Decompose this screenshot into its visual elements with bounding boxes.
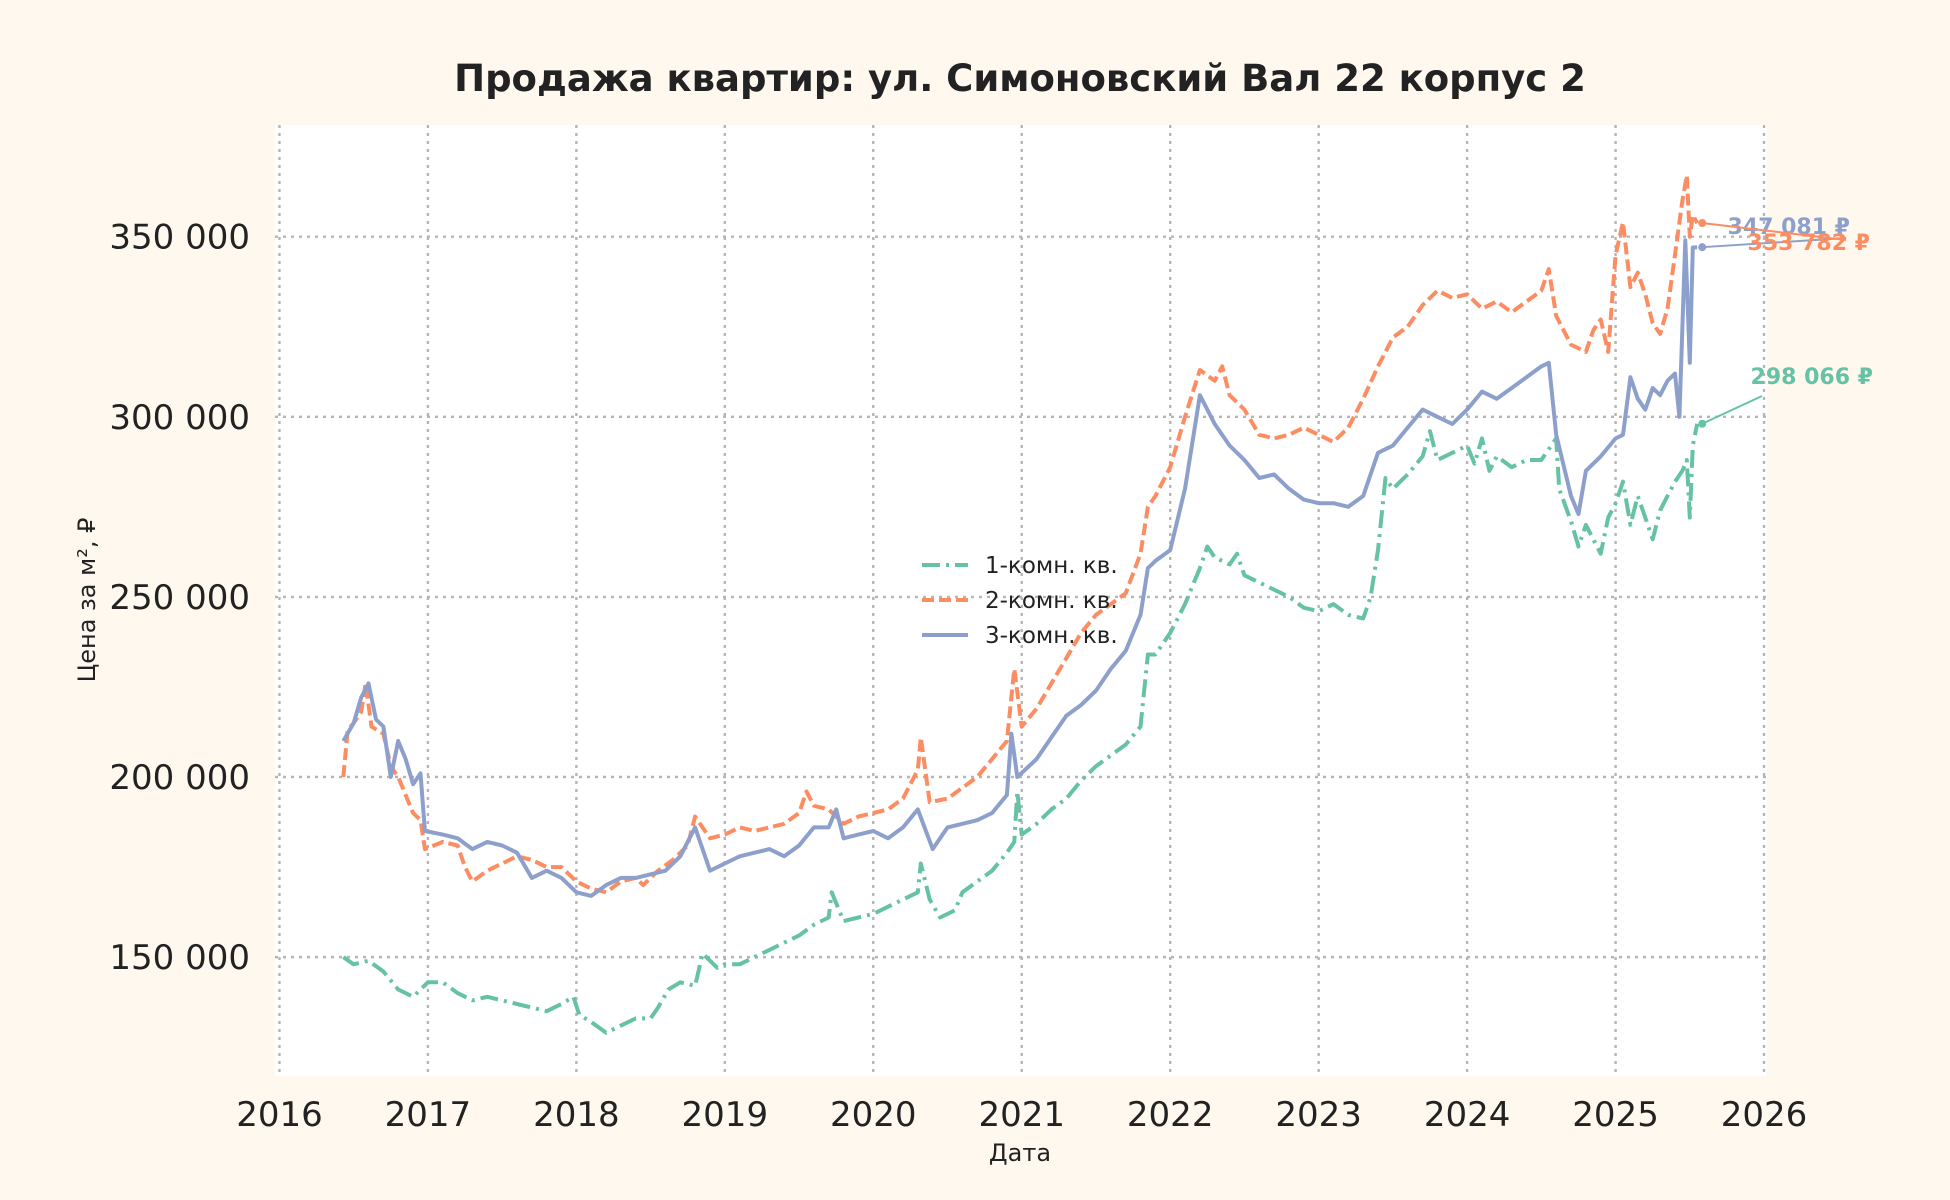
annotation-label: 298 066 ₽ <box>1751 365 1873 390</box>
x-tick-label: 2016 <box>236 1095 323 1135</box>
legend: 1-комн. кв. 2-комн. кв. 3-комн. кв. <box>922 553 1118 649</box>
x-tick-label: 2024 <box>1424 1095 1511 1135</box>
y-tick-label: 200 000 <box>109 758 250 798</box>
x-tick-label: 2018 <box>533 1095 620 1135</box>
y-tick-label: 150 000 <box>109 938 250 978</box>
x-axis-label: Дата <box>989 1139 1051 1167</box>
annotation-arrow <box>1702 237 1847 249</box>
legend-label: 3-комн. кв. <box>985 623 1118 649</box>
x-tick-label: 2017 <box>385 1095 472 1135</box>
annotation-point <box>1698 219 1707 228</box>
annotation-point <box>1698 243 1707 252</box>
x-tick-label: 2026 <box>1721 1095 1808 1135</box>
legend-label: 1-комн. кв. <box>985 553 1118 579</box>
end-value-annotations: 347 081 ₽353 782 ₽298 066 ₽ <box>1698 215 1873 428</box>
x-tick-label: 2022 <box>1127 1095 1214 1135</box>
y-tick-label: 300 000 <box>109 398 250 438</box>
x-tick-label: 2021 <box>978 1095 1065 1135</box>
annotation-point <box>1698 419 1707 428</box>
series-line-2 <box>341 173 1699 895</box>
x-tick-label: 2023 <box>1275 1095 1362 1135</box>
series-layer <box>341 173 1700 1035</box>
y-tick-label: 350 000 <box>109 218 250 258</box>
x-tick-label: 2025 <box>1572 1095 1659 1135</box>
annotation-label: 353 782 ₽ <box>1748 231 1870 256</box>
y-tick-label: 250 000 <box>109 578 250 618</box>
legend-label: 2-комн. кв. <box>985 588 1118 614</box>
annotation-arrow <box>1702 222 1847 241</box>
annotation-arrow <box>1701 395 1763 425</box>
series-line-3 <box>341 238 1698 898</box>
x-tick-label: 2020 <box>830 1095 917 1135</box>
x-tick-labels: 2016 2017 2018 2019 2020 2021 2022 2023 2024 2025… <box>236 1095 1807 1135</box>
y-axis-label: Цена за м², ₽ <box>73 518 101 683</box>
x-tick-label: 2019 <box>682 1095 769 1135</box>
y-tick-labels: 150 000 200 000 250 000 300 000 350 000 <box>109 218 250 978</box>
grid <box>275 125 1767 1076</box>
chart-title: Продажа квартир: ул. Симоновский Вал 22 … <box>454 57 1586 100</box>
